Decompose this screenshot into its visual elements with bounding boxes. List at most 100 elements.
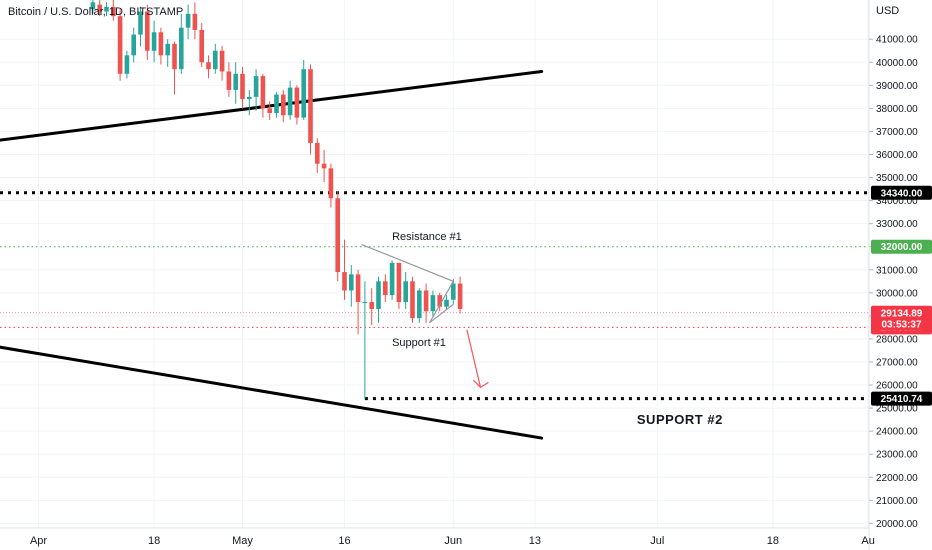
candle-up: [253, 76, 259, 97]
x-tick-label: Jun: [444, 535, 462, 547]
x-tick-label: 18: [148, 535, 160, 547]
annotation-support-2: SUPPORT #2: [637, 412, 723, 427]
price-tag-bg: [871, 391, 932, 406]
candle-up: [124, 55, 130, 74]
candle-down: [342, 272, 347, 291]
candle-down: [117, 16, 123, 74]
y-tick-label: 30000.00: [876, 288, 918, 299]
candle-up: [138, 11, 143, 35]
candle-down: [281, 94, 286, 116]
x-tick-label: 13: [529, 535, 541, 547]
candle-up: [213, 50, 218, 70]
y-tick-label: 36000.00: [876, 150, 918, 161]
y-tick-label: 26000.00: [876, 381, 918, 392]
currency-label: USD: [876, 5, 899, 17]
time-axis[interactable]: Apr 18 May 16 Jun 13 Jul 18 Au: [0, 527, 875, 547]
candle-down: [111, 6, 116, 17]
candle-down: [172, 43, 177, 70]
x-tick-label: Jul: [650, 535, 664, 547]
candle-down: [321, 163, 327, 169]
candle-up: [349, 274, 354, 291]
horizontal-levels: [0, 191, 869, 401]
candle-down: [355, 274, 361, 303]
candle-up: [301, 69, 306, 118]
candle-up: [131, 34, 136, 56]
candle-up: [417, 290, 422, 319]
trend-line: [0, 345, 544, 440]
current-price-tag-bg: [871, 305, 932, 331]
y-tick-label: 31000.00: [876, 265, 918, 276]
x-tick-label: Au: [861, 535, 874, 547]
y-tick-label: 34000.00: [876, 196, 918, 207]
candle-up: [430, 295, 436, 312]
chart-title: Bitcoin / U.S. Dollar, 1D, BITSTAMP: [8, 6, 183, 18]
candle-up: [362, 302, 368, 304]
candle-up: [185, 13, 191, 28]
candle-up: [451, 283, 456, 300]
candle-up: [90, 2, 96, 10]
y-tick-label: 39000.00: [876, 81, 918, 92]
candlestick-series: [90, 0, 463, 399]
y-tick-label: 20000.00: [876, 519, 918, 530]
candle-up: [151, 32, 157, 51]
y-tick-label: 40000.00: [876, 58, 918, 69]
candle-down: [315, 142, 320, 164]
x-tick-label: 18: [767, 535, 779, 547]
candle-down: [206, 62, 211, 70]
trend-lines: [0, 69, 544, 440]
candle-up: [165, 43, 170, 56]
candle-down: [335, 198, 340, 273]
y-tick-label: 21000.00: [876, 496, 918, 507]
y-tick-label: 24000.00: [876, 427, 918, 438]
candle-up: [389, 262, 395, 296]
y-tick-label: 28000.00: [876, 334, 918, 345]
candle-up: [287, 87, 293, 116]
price-tag-bg: [871, 185, 932, 200]
candle-up: [376, 281, 381, 309]
candle-down: [423, 290, 429, 312]
candle-down: [410, 281, 415, 319]
candle-down: [226, 71, 232, 90]
triangle-pattern: [361, 243, 455, 324]
y-tick-label: 37000.00: [876, 127, 918, 138]
trend-line: [0, 69, 544, 142]
chart-annotations: Resistance #1 Support #1 SUPPORT #2: [392, 231, 723, 427]
candle-down: [199, 29, 204, 63]
y-tick-label: 33000.00: [876, 219, 918, 230]
candle-down: [396, 262, 402, 303]
y-tick-label: 41000.00: [876, 35, 918, 46]
arrow-head: [473, 379, 489, 389]
candle-up: [274, 94, 279, 113]
chart-grid: [0, 0, 869, 528]
y-tick-label: 35000.00: [876, 173, 918, 184]
current-price-label: 29134.89: [881, 308, 923, 319]
price-tag-label: 34340.00: [881, 188, 923, 199]
y-tick-label: 38000.00: [876, 104, 918, 115]
candle-down: [267, 108, 272, 113]
candle-up: [233, 73, 238, 90]
chart-drawings: [361, 243, 489, 389]
price-tags: 34340.0032000.0028500.0025410.7429134.89…: [871, 185, 932, 406]
price-axis[interactable]: USD 20000.00 21000.00 22000.00 23000.00 2400…: [868, 0, 918, 550]
candle-down: [219, 50, 225, 72]
x-tick-label: May: [232, 535, 253, 547]
y-tick-label: 23000.00: [876, 450, 918, 461]
y-tick-label: 25000.00: [876, 404, 918, 415]
candle-down: [328, 168, 334, 199]
candle-down: [437, 295, 442, 307]
x-tick-label: Apr: [30, 535, 47, 547]
candle-up: [104, 6, 109, 12]
candle-down: [369, 302, 374, 309]
candle-down: [383, 281, 388, 296]
candle-down: [97, 4, 102, 12]
candle-up: [403, 281, 408, 303]
countdown-label: 03:53:37: [881, 319, 921, 330]
annotation-label: Support #1: [392, 337, 446, 349]
candle-up: [247, 96, 252, 100]
candle-down: [260, 76, 266, 109]
candle-down: [457, 283, 463, 309]
candle-down: [158, 32, 164, 56]
y-tick-label: 22000.00: [876, 473, 918, 484]
price-tag-bg: [871, 239, 932, 254]
